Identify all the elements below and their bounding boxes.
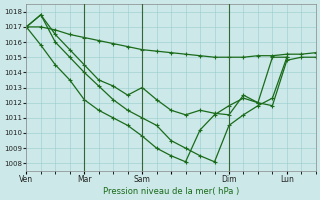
X-axis label: Pression niveau de la mer( hPa ): Pression niveau de la mer( hPa ) — [103, 187, 239, 196]
